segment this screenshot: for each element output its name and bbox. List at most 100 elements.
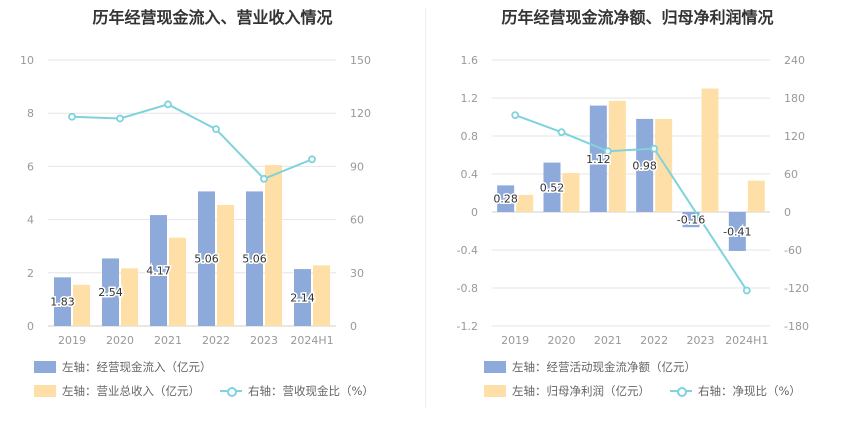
bar — [543, 162, 561, 212]
y-left-tick-label: 2 — [27, 267, 34, 280]
y-right-tick-label: 30 — [350, 267, 364, 280]
line-point — [511, 111, 520, 119]
legend-swatch-bar — [34, 361, 56, 373]
bar — [102, 258, 119, 326]
net-cashflow-profit-chart: -1.2 -0.8 -0.4 0 0.4 0.8 1.2 1.6 -180 -120 -60 0 60 1… — [457, 54, 809, 347]
legend-item-net-profit[interactable]: 左轴：归母净利润（亿元） — [484, 383, 650, 399]
bar — [636, 118, 654, 212]
y-left-tick-label: 0 — [471, 206, 478, 219]
y-left-tick-label: 8 — [27, 107, 34, 120]
y-right-tick-label: 120 — [784, 130, 805, 143]
legend-swatch-bar — [484, 361, 506, 373]
legend-label: 左轴：经营现金流入（亿元） — [62, 360, 212, 374]
bar — [265, 165, 282, 326]
legend-swatch-bar — [484, 385, 506, 397]
y-left-tick-label: 0.8 — [461, 130, 479, 143]
y-right-tick-label: 90 — [350, 160, 364, 173]
data-label: 5.06 — [242, 253, 267, 266]
data-label: 2.14 — [290, 292, 315, 305]
y-left-tick-label: -0.4 — [457, 244, 478, 257]
y-left-tick-label: 6 — [27, 160, 34, 173]
y-right-tick-label: -120 — [784, 282, 809, 295]
line-point — [212, 125, 220, 134]
right-chart-panel: 历年经营现金流净额、归母净利润情况 -1.2 -0.8 -0.4 0 0.4 0.8 1.2… — [425, 0, 850, 437]
bar — [701, 88, 719, 212]
y-right-tick-label: 0 — [784, 206, 791, 219]
y-right-tick-label: 60 — [350, 214, 364, 227]
bar — [728, 212, 746, 251]
bar — [121, 268, 138, 326]
legend-item-cash-ratio[interactable]: 右轴：营收现金比（%） — [220, 383, 374, 399]
bar — [217, 204, 234, 326]
series-line — [71, 103, 313, 180]
legend-item-net-cash-ratio[interactable]: 右轴：净现比（%） — [670, 383, 801, 399]
y-right-tick-label: 180 — [784, 92, 805, 105]
legend-label: 左轴：经营活动现金流净额（亿元） — [512, 360, 696, 374]
legend-label: 左轴：归母净利润（亿元） — [512, 384, 650, 398]
legend-label: 右轴：净现比（%） — [698, 384, 801, 398]
x-tick-label: 2023 — [250, 334, 278, 347]
bar — [313, 265, 330, 326]
line-point — [68, 112, 76, 121]
y-left-tick-label: 4 — [27, 214, 34, 227]
y-left-tick-label: 1.2 — [461, 92, 479, 105]
data-label: 0.28 — [493, 193, 518, 206]
bar — [54, 277, 71, 326]
x-tick-label: 2020 — [106, 334, 134, 347]
data-label: 1.12 — [586, 153, 611, 166]
line-point — [260, 174, 268, 183]
y-right-tick-label: 240 — [784, 54, 805, 67]
y-left-tick-label: -0.8 — [457, 282, 478, 295]
cash-inflow-revenue-chart: 0 2 4 6 8 10 0 30 60 90 120 150 2019 2020 2021 2022 2023… — [20, 54, 371, 347]
legend-swatch-bar — [34, 385, 56, 397]
legend-swatch-line — [670, 385, 692, 397]
y-left-tick-label: 1.6 — [461, 54, 479, 67]
chart-title: 历年经营现金流净额、归母净利润情况 — [501, 8, 774, 27]
bar — [516, 194, 534, 212]
y-right-tick-label: 120 — [350, 107, 371, 120]
legend-item-revenue[interactable]: 左轴：营业总收入（亿元） — [34, 383, 200, 399]
line-point — [742, 286, 751, 295]
panel-divider — [425, 8, 426, 408]
x-tick-label: 2024H1 — [290, 334, 333, 347]
bar — [198, 191, 215, 326]
y-right-tick-label: -180 — [784, 320, 809, 333]
y-right-tick-label: 60 — [784, 168, 798, 181]
x-tick-label: 2020 — [548, 334, 576, 347]
y-left-tick-label: 10 — [20, 54, 34, 67]
bar — [150, 215, 167, 326]
line-point — [557, 128, 566, 137]
line-point — [308, 155, 316, 164]
data-label: 0.98 — [632, 159, 657, 172]
y-right-tick-label: -60 — [784, 244, 802, 257]
x-tick-label: 2023 — [687, 334, 715, 347]
legend-item-net-cashflow[interactable]: 左轴：经营活动现金流净额（亿元） — [484, 359, 696, 375]
bar — [294, 269, 311, 326]
data-label: 4.17 — [146, 265, 171, 278]
line-point — [116, 114, 124, 123]
line-point — [164, 100, 172, 109]
y-left-tick-label: 0 — [27, 320, 34, 333]
x-tick-label: 2021 — [154, 334, 182, 347]
x-tick-label: 2021 — [594, 334, 622, 347]
y-left-tick-label: -1.2 — [457, 320, 478, 333]
x-tick-label: 2022 — [202, 334, 230, 347]
chart-title: 历年经营现金流入、营业收入情况 — [92, 8, 333, 27]
bar — [589, 105, 607, 212]
bar — [682, 212, 700, 228]
bar — [497, 185, 515, 212]
bar — [562, 173, 580, 212]
data-label: 0.52 — [540, 181, 565, 194]
x-tick-label: 2019 — [501, 334, 529, 347]
legend-label: 左轴：营业总收入（亿元） — [62, 384, 200, 398]
bar — [655, 118, 673, 212]
series-line — [514, 114, 748, 292]
legend-item-cash-inflow[interactable]: 左轴：经营现金流入（亿元） — [34, 359, 212, 375]
legend-swatch-line — [220, 385, 242, 397]
data-label: -0.41 — [723, 225, 751, 238]
x-tick-label: 2024H1 — [725, 334, 768, 347]
data-label: -0.16 — [677, 214, 705, 227]
y-left-tick-label: 0.4 — [461, 168, 479, 181]
bar — [747, 180, 765, 212]
line-point — [603, 147, 612, 156]
